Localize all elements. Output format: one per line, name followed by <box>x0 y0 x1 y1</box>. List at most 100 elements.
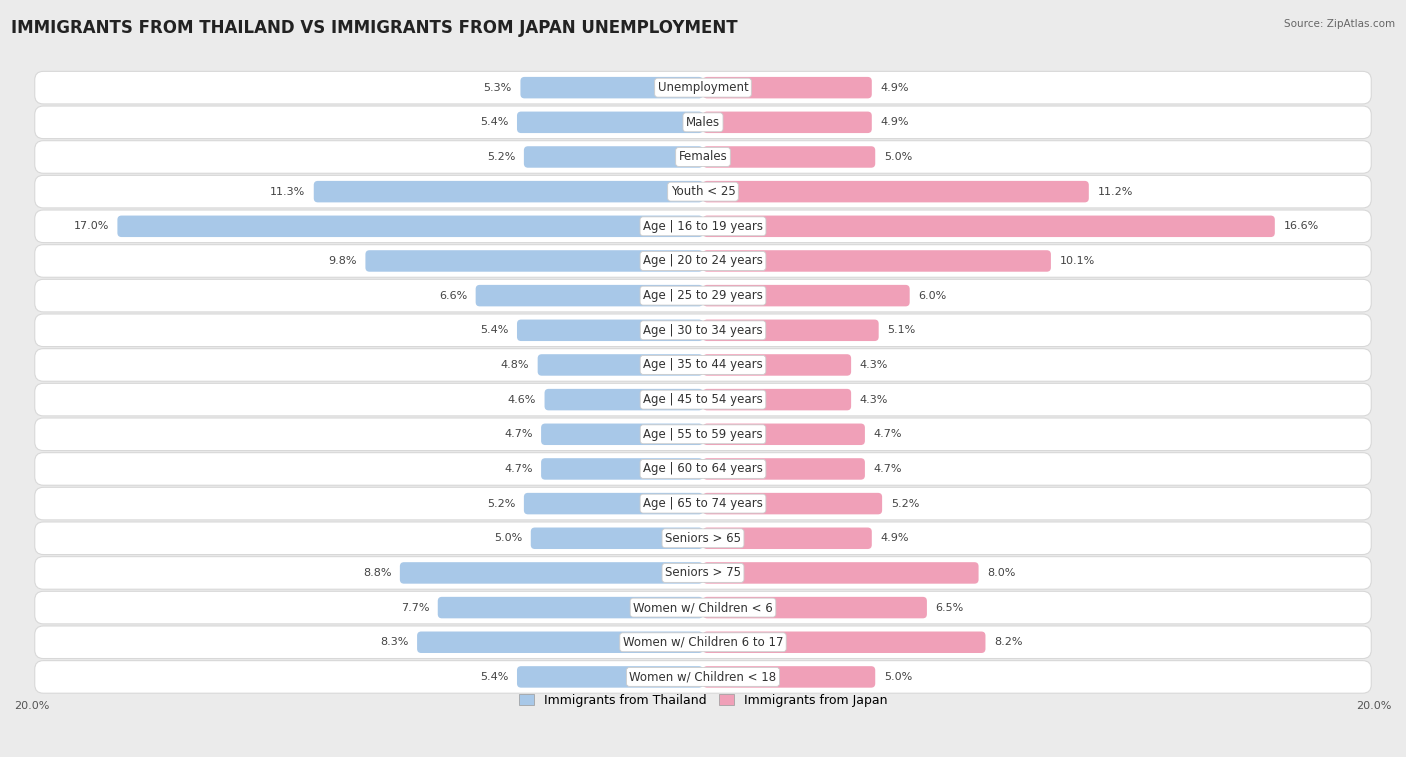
Text: 8.8%: 8.8% <box>363 568 391 578</box>
FancyBboxPatch shape <box>314 181 703 202</box>
Text: 6.0%: 6.0% <box>918 291 946 301</box>
Text: Females: Females <box>679 151 727 164</box>
FancyBboxPatch shape <box>35 245 1371 277</box>
FancyBboxPatch shape <box>517 319 703 341</box>
FancyBboxPatch shape <box>35 661 1371 693</box>
FancyBboxPatch shape <box>703 111 872 133</box>
Text: Youth < 25: Youth < 25 <box>671 185 735 198</box>
FancyBboxPatch shape <box>703 493 882 514</box>
Text: Source: ZipAtlas.com: Source: ZipAtlas.com <box>1284 19 1395 29</box>
Text: 10.1%: 10.1% <box>1060 256 1095 266</box>
Text: Age | 20 to 24 years: Age | 20 to 24 years <box>643 254 763 267</box>
Text: 4.3%: 4.3% <box>859 394 889 404</box>
Text: 5.2%: 5.2% <box>486 499 515 509</box>
Text: Seniors > 75: Seniors > 75 <box>665 566 741 579</box>
FancyBboxPatch shape <box>541 423 703 445</box>
FancyBboxPatch shape <box>35 453 1371 485</box>
Legend: Immigrants from Thailand, Immigrants from Japan: Immigrants from Thailand, Immigrants fro… <box>513 689 893 712</box>
FancyBboxPatch shape <box>35 210 1371 242</box>
Text: Age | 65 to 74 years: Age | 65 to 74 years <box>643 497 763 510</box>
Text: Age | 16 to 19 years: Age | 16 to 19 years <box>643 220 763 233</box>
Text: 4.9%: 4.9% <box>880 533 908 544</box>
Text: Seniors > 65: Seniors > 65 <box>665 531 741 545</box>
Text: 4.9%: 4.9% <box>880 83 908 92</box>
Text: Women w/ Children < 6: Women w/ Children < 6 <box>633 601 773 614</box>
FancyBboxPatch shape <box>703 216 1275 237</box>
FancyBboxPatch shape <box>703 666 875 687</box>
FancyBboxPatch shape <box>418 631 703 653</box>
FancyBboxPatch shape <box>35 626 1371 659</box>
FancyBboxPatch shape <box>35 106 1371 139</box>
Text: 5.0%: 5.0% <box>884 152 912 162</box>
FancyBboxPatch shape <box>35 314 1371 347</box>
FancyBboxPatch shape <box>703 389 851 410</box>
Text: 17.0%: 17.0% <box>73 221 108 232</box>
FancyBboxPatch shape <box>703 77 872 98</box>
FancyBboxPatch shape <box>35 522 1371 555</box>
Text: IMMIGRANTS FROM THAILAND VS IMMIGRANTS FROM JAPAN UNEMPLOYMENT: IMMIGRANTS FROM THAILAND VS IMMIGRANTS F… <box>11 19 738 37</box>
FancyBboxPatch shape <box>35 591 1371 624</box>
Text: Age | 45 to 54 years: Age | 45 to 54 years <box>643 393 763 406</box>
Text: 8.2%: 8.2% <box>994 637 1022 647</box>
Text: 11.3%: 11.3% <box>270 187 305 197</box>
FancyBboxPatch shape <box>703 458 865 480</box>
Text: 4.7%: 4.7% <box>503 429 533 439</box>
FancyBboxPatch shape <box>35 418 1371 450</box>
FancyBboxPatch shape <box>524 493 703 514</box>
FancyBboxPatch shape <box>35 349 1371 382</box>
Text: 4.7%: 4.7% <box>873 464 903 474</box>
Text: Unemployment: Unemployment <box>658 81 748 94</box>
FancyBboxPatch shape <box>703 528 872 549</box>
FancyBboxPatch shape <box>703 631 986 653</box>
Text: 5.1%: 5.1% <box>887 326 915 335</box>
FancyBboxPatch shape <box>35 488 1371 520</box>
Text: 5.4%: 5.4% <box>479 117 509 127</box>
Text: 9.8%: 9.8% <box>329 256 357 266</box>
Text: Age | 55 to 59 years: Age | 55 to 59 years <box>643 428 763 441</box>
FancyBboxPatch shape <box>517 111 703 133</box>
Text: 6.5%: 6.5% <box>935 603 963 612</box>
FancyBboxPatch shape <box>524 146 703 168</box>
FancyBboxPatch shape <box>35 141 1371 173</box>
FancyBboxPatch shape <box>703 181 1088 202</box>
Text: 4.7%: 4.7% <box>873 429 903 439</box>
Text: 6.6%: 6.6% <box>439 291 467 301</box>
FancyBboxPatch shape <box>703 562 979 584</box>
Text: 4.6%: 4.6% <box>508 394 536 404</box>
Text: 7.7%: 7.7% <box>401 603 429 612</box>
FancyBboxPatch shape <box>541 458 703 480</box>
FancyBboxPatch shape <box>35 556 1371 589</box>
FancyBboxPatch shape <box>703 285 910 307</box>
Text: 4.9%: 4.9% <box>880 117 908 127</box>
FancyBboxPatch shape <box>703 251 1050 272</box>
Text: 4.3%: 4.3% <box>859 360 889 370</box>
FancyBboxPatch shape <box>475 285 703 307</box>
FancyBboxPatch shape <box>703 423 865 445</box>
FancyBboxPatch shape <box>703 354 851 375</box>
Text: 5.3%: 5.3% <box>484 83 512 92</box>
FancyBboxPatch shape <box>531 528 703 549</box>
FancyBboxPatch shape <box>703 319 879 341</box>
FancyBboxPatch shape <box>703 597 927 618</box>
FancyBboxPatch shape <box>517 666 703 687</box>
Text: 4.7%: 4.7% <box>503 464 533 474</box>
Text: Age | 35 to 44 years: Age | 35 to 44 years <box>643 359 763 372</box>
Text: Women w/ Children 6 to 17: Women w/ Children 6 to 17 <box>623 636 783 649</box>
Text: 5.2%: 5.2% <box>486 152 515 162</box>
Text: 5.0%: 5.0% <box>884 672 912 682</box>
Text: Males: Males <box>686 116 720 129</box>
Text: 11.2%: 11.2% <box>1098 187 1133 197</box>
Text: Age | 30 to 34 years: Age | 30 to 34 years <box>643 324 763 337</box>
Text: Age | 25 to 29 years: Age | 25 to 29 years <box>643 289 763 302</box>
FancyBboxPatch shape <box>35 383 1371 416</box>
FancyBboxPatch shape <box>437 597 703 618</box>
Text: 8.3%: 8.3% <box>380 637 409 647</box>
Text: 5.0%: 5.0% <box>494 533 522 544</box>
Text: 4.8%: 4.8% <box>501 360 529 370</box>
Text: 8.0%: 8.0% <box>987 568 1015 578</box>
FancyBboxPatch shape <box>399 562 703 584</box>
Text: 16.6%: 16.6% <box>1284 221 1319 232</box>
FancyBboxPatch shape <box>117 216 703 237</box>
FancyBboxPatch shape <box>537 354 703 375</box>
Text: 5.4%: 5.4% <box>479 326 509 335</box>
